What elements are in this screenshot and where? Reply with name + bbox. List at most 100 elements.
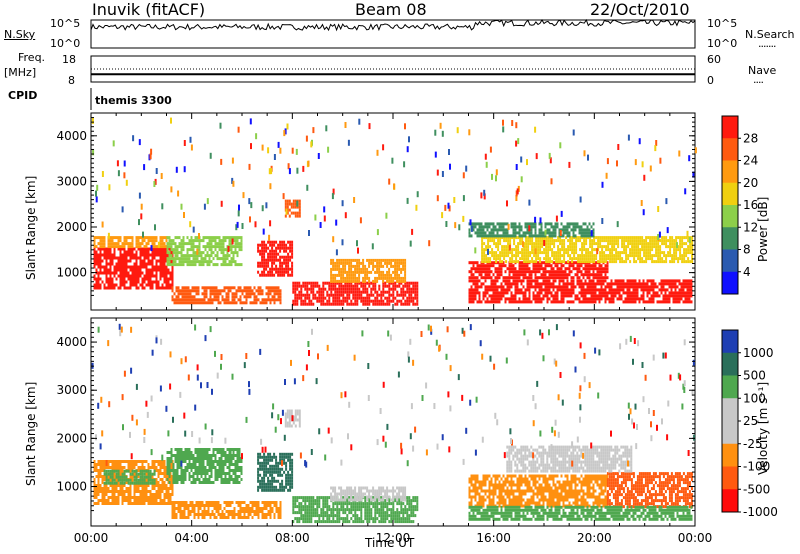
data-cell [265, 267, 268, 271]
data-cell [498, 225, 501, 229]
data-cell [273, 301, 276, 305]
data-cell [179, 289, 182, 293]
data-cell [235, 295, 238, 299]
data-cell [492, 294, 495, 298]
speckle-cell [353, 197, 356, 203]
data-cell [263, 258, 266, 262]
data-cell [586, 276, 589, 280]
speckle-cell [327, 146, 330, 153]
data-cell [547, 254, 550, 258]
data-cell [123, 481, 126, 485]
date-title: 22/Oct/2010 [590, 0, 690, 19]
data-cell [360, 261, 363, 265]
data-cell [173, 301, 176, 305]
data-cell [511, 248, 514, 252]
data-cell [634, 294, 637, 298]
data-cell [143, 460, 146, 463]
data-cell [674, 285, 677, 289]
data-cell [607, 254, 610, 258]
speckle-cell [331, 193, 334, 200]
data-cell [99, 247, 102, 251]
data-cell [376, 276, 379, 280]
data-cell [592, 297, 595, 301]
data-cell [198, 251, 201, 255]
data-cell [165, 277, 168, 281]
data-cell [259, 264, 262, 268]
data-cell [619, 257, 622, 261]
data-cell [566, 222, 569, 226]
data-cell [548, 234, 551, 238]
data-cell [593, 257, 596, 261]
data-cell [125, 259, 128, 263]
data-cell [641, 245, 644, 249]
data-cell [578, 267, 581, 271]
data-cell [557, 257, 560, 261]
data-cell [556, 288, 559, 292]
data-cell [285, 261, 288, 265]
data-cell [508, 300, 511, 304]
data-cell [682, 294, 685, 298]
data-cell [165, 274, 168, 278]
data-cell [590, 300, 593, 304]
data-cell [277, 267, 280, 271]
data-cell [212, 236, 215, 240]
data-cell [526, 270, 529, 274]
data-cell [396, 279, 399, 283]
data-cell [490, 222, 493, 226]
data-cell [117, 484, 120, 487]
data-cell [652, 285, 655, 289]
data-cell [143, 247, 146, 251]
data-cell [232, 236, 235, 240]
data-cell [121, 256, 124, 260]
data-cell [187, 295, 190, 299]
data-cell [340, 293, 343, 297]
data-cell [163, 242, 166, 246]
data-cell [362, 284, 365, 288]
data-cell [113, 268, 116, 272]
data-cell [131, 256, 134, 260]
data-cell [234, 263, 237, 267]
data-cell [308, 302, 311, 306]
data-cell [159, 245, 162, 249]
data-cell [583, 260, 586, 264]
data-cell [576, 294, 579, 298]
data-cell [502, 291, 505, 295]
data-cell [482, 225, 485, 229]
data-cell [468, 279, 471, 283]
data-cell [115, 481, 118, 485]
data-cell [135, 490, 138, 493]
data-cell [689, 248, 692, 252]
data-cell [495, 260, 498, 264]
data-cell [416, 293, 419, 297]
data-cell [137, 239, 140, 243]
data-cell [141, 277, 144, 281]
data-cell [498, 291, 501, 295]
data-cell [137, 274, 140, 278]
data-cell [561, 245, 564, 249]
data-cell [279, 301, 282, 305]
data-cell [642, 279, 645, 283]
data-cell [611, 248, 614, 252]
data-cell [550, 291, 553, 295]
data-cell [570, 264, 573, 268]
data-cell [574, 294, 577, 298]
data-cell [194, 263, 197, 267]
data-cell [231, 286, 234, 290]
data-cell [149, 499, 152, 502]
data-cell [176, 257, 179, 261]
speckle-cell [617, 144, 620, 150]
data-cell [562, 225, 565, 229]
data-cell [539, 260, 542, 264]
data-cell [296, 281, 299, 285]
data-cell [637, 242, 640, 246]
data-cell [348, 296, 351, 300]
data-cell [602, 288, 605, 292]
data-cell [567, 251, 570, 255]
data-cell [615, 260, 618, 264]
data-cell [374, 270, 377, 274]
data-cell [382, 279, 385, 283]
data-cell [117, 496, 120, 499]
speckle-cell [406, 197, 409, 204]
data-cell [590, 282, 593, 286]
data-cell [135, 271, 138, 275]
